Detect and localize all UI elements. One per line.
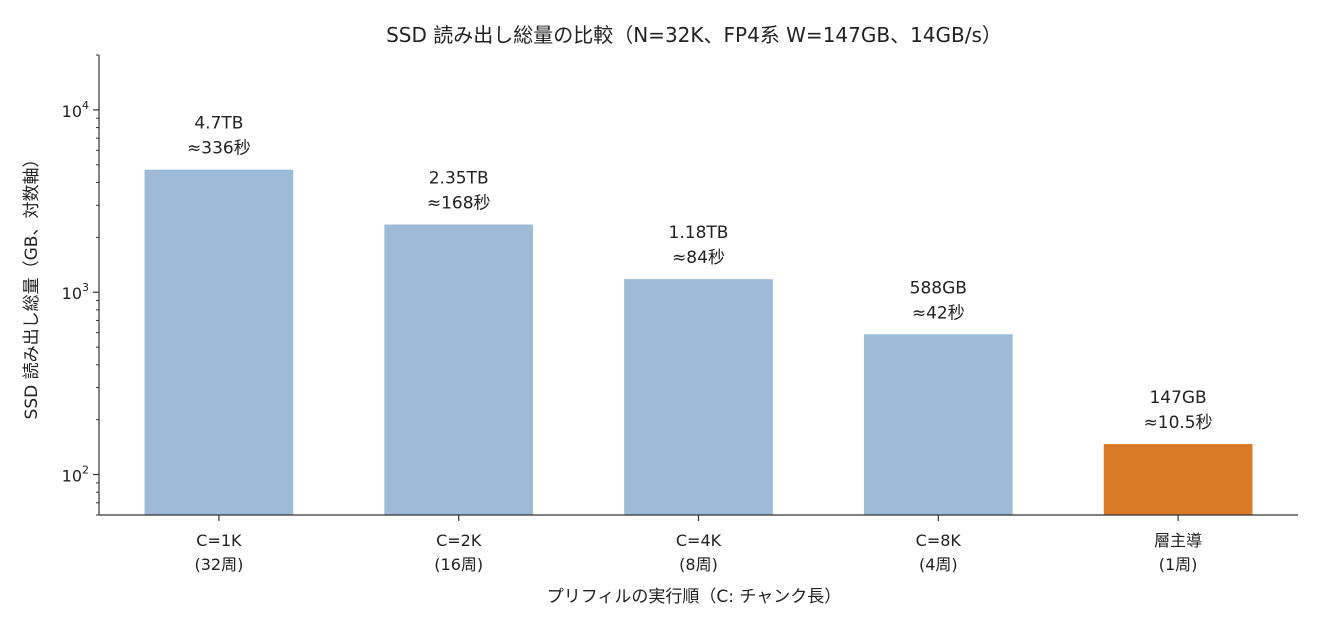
bar-value-label: 147GB	[1149, 388, 1206, 408]
bar-time-label: ≈168秒	[427, 194, 491, 214]
x-axis-label: プリフィルの実行順（C: チャンク長）	[547, 587, 842, 607]
x-tick-label: C=2K	[436, 531, 482, 550]
bar	[144, 169, 294, 515]
x-tick-sublabel: (1周)	[1159, 555, 1198, 574]
x-tick-label: C=1K	[196, 531, 242, 550]
x-tick-sublabel: (4周)	[919, 555, 958, 574]
bar	[863, 334, 1013, 515]
x-tick-sublabel: (8周)	[679, 555, 718, 574]
y-tick-label: 104	[62, 99, 89, 121]
x-tick-sublabel: (16周)	[434, 555, 483, 574]
y-axis-label: SSD 読み出し総量（GB、対数軸）	[22, 151, 42, 420]
bar	[384, 224, 534, 516]
x-tick-sublabel: (32周)	[194, 555, 243, 574]
bar-value-label: 588GB	[910, 278, 967, 298]
bar	[624, 279, 773, 515]
bar-time-label: ≈84秒	[672, 248, 725, 268]
bar-time-label: ≈42秒	[912, 303, 965, 323]
bar-value-label: 4.7TB	[194, 114, 243, 134]
y-ticks-group: 102 103 104	[62, 54, 99, 516]
x-tick-label: C=8K	[916, 531, 962, 550]
y-tick-label: 103	[62, 281, 89, 303]
x-tick-label: C=4K	[676, 531, 722, 550]
x-tick-label: 層主導	[1154, 531, 1202, 550]
bar-value-label: 2.35TB	[429, 169, 489, 189]
bars-group	[144, 169, 1253, 516]
bar-time-label: ≈336秒	[187, 139, 251, 159]
bar-time-label: ≈10.5秒	[1144, 413, 1213, 433]
x-ticks-group: C=1K (32周) C=2K (16周) C=4K (8周) C=8K (4周) 層主導 (1周…	[194, 515, 1202, 574]
bar	[1103, 444, 1253, 515]
bar-value-label: 1.18TB	[669, 223, 729, 243]
bar-labels-group: 4.7TB ≈336秒 2.35TB ≈168秒 1.18TB ≈84秒 588GB ≈42秒…	[187, 114, 1213, 433]
chart-title: SSD 読み出し総量の比較（N=32K、FP4系 W=147GB、14GB/s）	[386, 23, 1002, 47]
y-tick-label: 102	[62, 464, 89, 486]
